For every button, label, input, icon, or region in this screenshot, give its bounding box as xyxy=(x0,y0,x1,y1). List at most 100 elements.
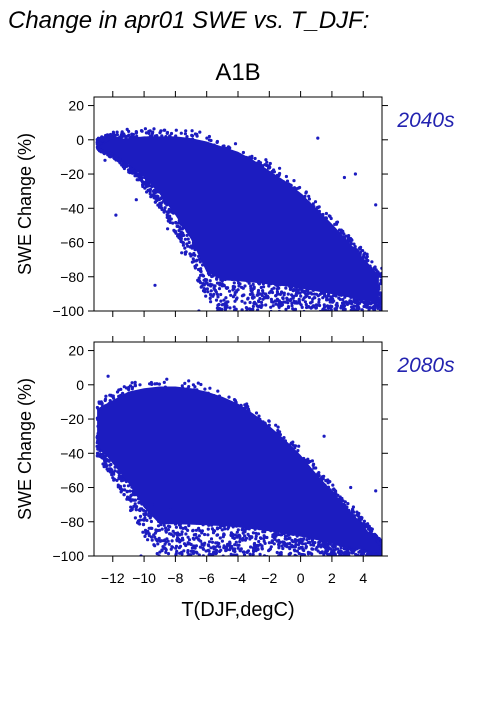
data-point xyxy=(341,298,345,302)
data-point xyxy=(283,300,287,304)
data-point xyxy=(300,305,304,309)
data-point xyxy=(196,278,200,282)
data-point xyxy=(229,293,233,297)
data-point xyxy=(150,133,154,137)
data-point xyxy=(168,218,172,223)
data-point xyxy=(337,296,341,300)
data-point xyxy=(263,295,267,300)
data-point xyxy=(205,278,209,282)
data-point xyxy=(373,302,377,306)
data-point xyxy=(227,395,231,399)
data-point xyxy=(97,137,101,141)
data-point xyxy=(180,251,184,255)
data-point xyxy=(227,289,232,293)
data-point xyxy=(231,288,235,292)
data-point xyxy=(232,305,236,309)
data-point xyxy=(130,493,134,497)
data-point xyxy=(350,306,354,310)
data-point xyxy=(165,210,169,214)
data-point xyxy=(290,293,294,297)
data-point xyxy=(286,301,290,305)
data-point xyxy=(199,281,203,285)
data-point xyxy=(314,306,318,310)
data-point xyxy=(362,304,366,309)
data-point xyxy=(153,200,157,204)
data-point xyxy=(268,161,272,166)
data-point xyxy=(264,303,268,307)
data-point xyxy=(269,297,273,301)
data-point xyxy=(345,301,349,305)
data-point xyxy=(198,260,202,264)
y-tick-label: −20 xyxy=(60,166,84,182)
data-point xyxy=(254,534,258,538)
data-point xyxy=(292,179,296,183)
data-point xyxy=(195,132,199,136)
point-cloud-core xyxy=(97,136,379,304)
data-point xyxy=(312,292,316,296)
data-point xyxy=(301,289,305,293)
data-point xyxy=(221,283,226,287)
data-point xyxy=(325,298,329,302)
data-point xyxy=(183,132,187,136)
data-point xyxy=(318,303,322,308)
data-point xyxy=(103,136,107,140)
scenario-label: A1B xyxy=(215,59,260,86)
data-point xyxy=(346,236,350,240)
data-point xyxy=(181,231,185,235)
data-point xyxy=(167,215,171,219)
data-point xyxy=(254,302,258,306)
data-point xyxy=(216,303,220,307)
data-point xyxy=(232,281,236,285)
data-point xyxy=(339,306,343,310)
data-point xyxy=(284,174,288,179)
data-point xyxy=(134,131,138,135)
data-point xyxy=(264,163,269,167)
data-point xyxy=(236,528,240,532)
data-point xyxy=(133,169,137,173)
data-point xyxy=(333,222,337,226)
data-point xyxy=(188,252,192,256)
data-point xyxy=(274,302,278,306)
data-point xyxy=(349,238,353,242)
data-point xyxy=(198,545,202,549)
data-point xyxy=(240,308,244,311)
data-point xyxy=(146,183,150,187)
data-point xyxy=(275,290,279,294)
data-point xyxy=(378,305,382,309)
data-point xyxy=(242,293,246,297)
data-point xyxy=(125,164,129,168)
data-point xyxy=(111,131,116,135)
data-point xyxy=(305,305,309,310)
data-point xyxy=(190,133,194,137)
data-point xyxy=(277,305,281,309)
data-point xyxy=(370,260,374,264)
data-point xyxy=(274,294,278,298)
data-point xyxy=(163,208,167,213)
data-point xyxy=(244,306,248,310)
data-point xyxy=(233,285,237,289)
data-point xyxy=(310,305,314,309)
data-point xyxy=(148,187,153,192)
data-point xyxy=(341,229,345,233)
data-point xyxy=(365,255,369,259)
data-point xyxy=(139,178,143,182)
data-point xyxy=(226,300,230,304)
data-point xyxy=(277,299,281,303)
data-point xyxy=(291,307,295,311)
data-point xyxy=(216,295,220,299)
figure-title: Change in apr01 SWE vs. T_DJF: xyxy=(8,7,369,34)
data-point xyxy=(361,249,365,253)
data-point xyxy=(219,292,223,297)
data-point xyxy=(106,153,110,157)
data-point xyxy=(136,178,140,182)
data-point xyxy=(259,300,264,304)
data-point xyxy=(323,294,327,298)
data-point xyxy=(194,544,198,548)
data-point xyxy=(210,274,214,279)
data-point xyxy=(269,305,273,309)
data-point xyxy=(187,538,192,542)
data-point xyxy=(243,284,247,288)
data-point xyxy=(217,287,222,291)
data-point xyxy=(118,161,122,165)
data-point xyxy=(304,191,308,195)
